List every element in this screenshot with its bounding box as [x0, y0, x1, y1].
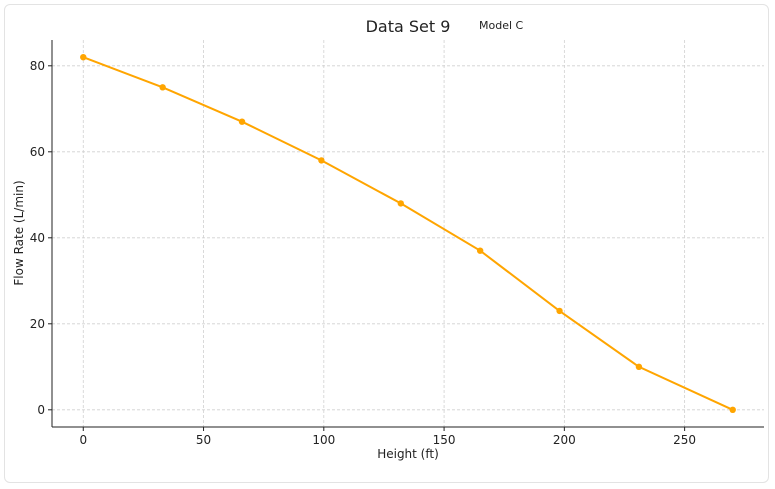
y-tick-label: 60 — [30, 145, 45, 159]
chart-subtitle: Model C — [479, 19, 524, 32]
data-point — [318, 157, 325, 164]
data-point — [729, 406, 736, 413]
y-tick-label: 80 — [30, 59, 45, 73]
data-point — [635, 363, 643, 370]
data-point — [397, 200, 404, 207]
grid-lines — [52, 40, 764, 427]
axes — [51, 40, 764, 428]
x-tick-label: 0 — [79, 433, 87, 447]
data-point — [238, 118, 246, 125]
x-tick-label: 250 — [673, 433, 696, 447]
chart-frame — [4, 4, 769, 483]
y-tick-label: 40 — [30, 231, 45, 245]
data-point — [80, 54, 87, 61]
x-tick-label: 100 — [312, 433, 335, 447]
series-layer — [80, 54, 736, 413]
x-ticks: 0 50 100 150 200 250 — [79, 427, 696, 447]
data-point — [476, 247, 484, 254]
y-axis-label: Flow Rate (L/min) — [12, 180, 26, 285]
y-tick-label: 20 — [30, 317, 45, 331]
series-line — [82, 56, 734, 411]
data-point — [556, 307, 563, 315]
x-tick-label: 150 — [433, 433, 456, 447]
x-axis-label: Height (ft) — [377, 447, 439, 461]
chart-title: Data Set 9 — [366, 17, 451, 36]
data-point — [159, 84, 166, 91]
x-tick-label: 50 — [196, 433, 211, 447]
x-tick-label: 200 — [553, 433, 576, 447]
y-ticks: 0 20 40 60 80 — [30, 59, 52, 417]
y-tick-label: 0 — [37, 403, 45, 417]
